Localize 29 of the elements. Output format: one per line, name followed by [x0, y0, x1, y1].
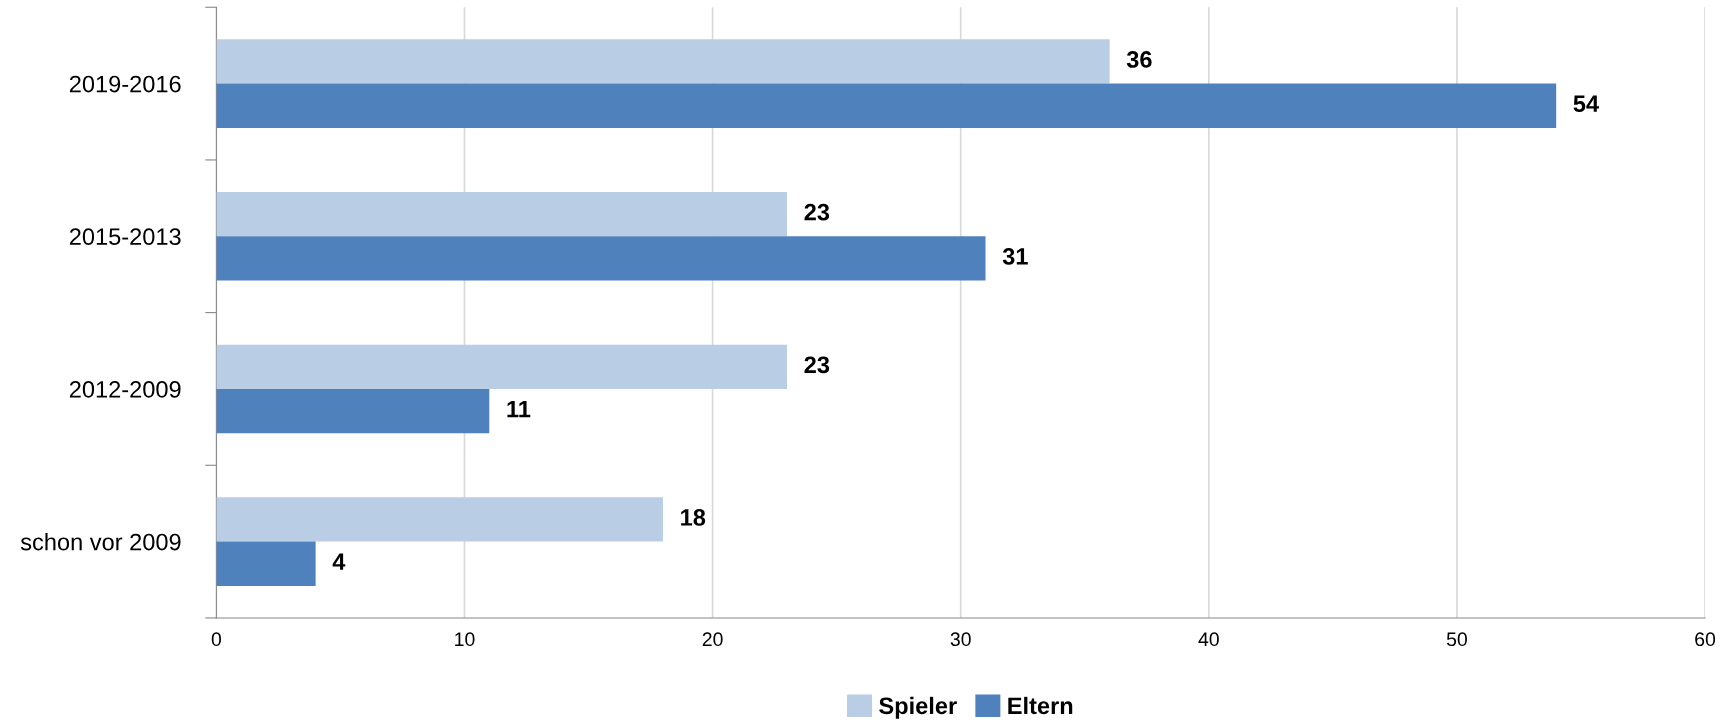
data-label: 23 [804, 203, 830, 221]
data-label: 54 [1573, 95, 1599, 113]
y-tick-label: schon vor 2009 [20, 533, 181, 551]
x-tick-label: 50 [1446, 632, 1467, 647]
bar [216, 388, 490, 434]
data-label: 23 [804, 356, 830, 374]
x-tick-label: 10 [455, 632, 475, 647]
bar [216, 344, 788, 389]
data-label: 18 [681, 509, 706, 526]
bar [216, 541, 316, 586]
bar [216, 236, 986, 281]
legend-label: Eltern [1008, 696, 1073, 715]
x-tick-label: 40 [1198, 632, 1219, 647]
x-tick-label: 0 [211, 632, 222, 647]
data-label: 31 [1002, 248, 1028, 265]
bar [216, 83, 1557, 128]
y-tick-label: 2015-2013 [69, 228, 181, 246]
data-label: 4 [332, 553, 346, 570]
bar [216, 39, 1110, 84]
y-tick-label: 2012-2009 [69, 381, 181, 398]
x-tick-label: 60 [1695, 632, 1716, 647]
y-tick-label: 2019-2016 [69, 75, 181, 93]
data-label: 11 [507, 400, 531, 418]
bar [216, 192, 788, 237]
legend-label: Spieler [879, 696, 957, 719]
x-tick-label: 20 [702, 632, 723, 647]
x-tick-label: 30 [950, 632, 971, 647]
data-label: 36 [1126, 51, 1152, 68]
bar [216, 497, 663, 542]
